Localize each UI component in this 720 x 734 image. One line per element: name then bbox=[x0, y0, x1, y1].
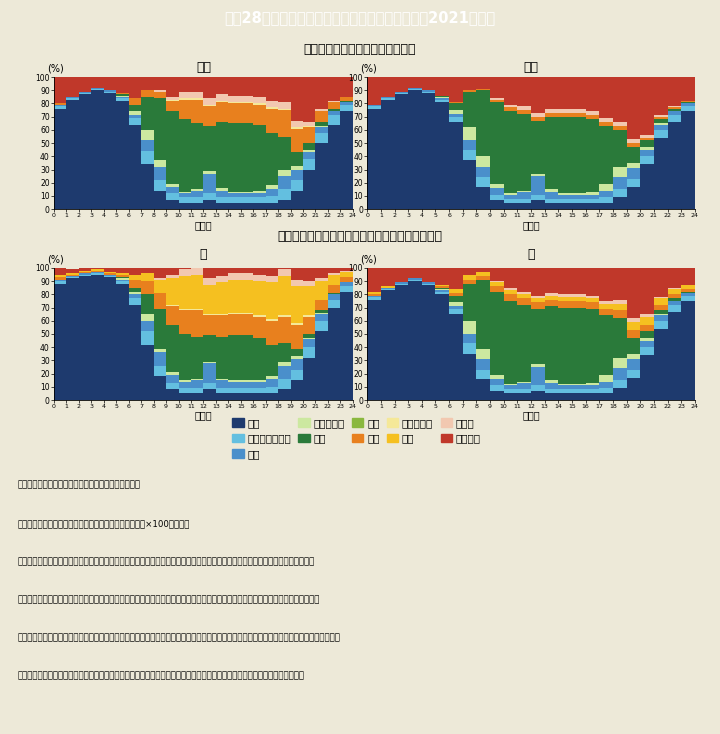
Text: 性格の強い活動（２次活動）以外の、各人が自由に使える時間における活動を指し、「移動（通勤・通学を除く）」、: 性格の強い活動（２次活動）以外の、各人が自由に使える時間における活動を指し、「移… bbox=[18, 595, 320, 604]
X-axis label: （時）: （時） bbox=[194, 219, 212, 230]
Text: 夫: 夫 bbox=[527, 248, 535, 261]
Text: 「テレビ・ラジオ・新聞・雑誌」、「休養・くつろぎ」、「学習・自己啓発・訓練（学業以外）」、「趣味・娯楽」、「スポー: 「テレビ・ラジオ・新聞・雑誌」、「休養・くつろぎ」、「学習・自己啓発・訓練（学業… bbox=[18, 633, 341, 642]
Text: 特－28図　時刻区分別行動者率（平日、令和３（2021）年）: 特－28図 時刻区分別行動者率（平日、令和３（2021）年） bbox=[225, 10, 495, 25]
Text: (%): (%) bbox=[360, 254, 377, 264]
Text: ３．「３次活動」とは、睡眠、食事など生理的に必要な活動（１次活動）、仕事、家事など社会生活を営む上で義務的な: ３．「３次活動」とは、睡眠、食事など生理的に必要な活動（１次活動）、仕事、家事な… bbox=[18, 557, 315, 566]
Text: ツ」、「ボランティア活動・社会参加活動」、「交際・付き合い」、「受診・療養」、「その他」が含まれる。: ツ」、「ボランティア活動・社会参加活動」、「交際・付き合い」、「受診・療養」、「… bbox=[18, 672, 305, 680]
Text: (%): (%) bbox=[360, 63, 377, 73]
Text: 男性: 男性 bbox=[523, 61, 539, 74]
Legend: 睡眠, 身の回りの用事, 食事, 通勤・通学, 仕事, 学業, 家事, 介護・看護, 育児, 買い物, ３次活動: 睡眠, 身の回りの用事, 食事, 通勤・通学, 仕事, 学業, 家事, 介護・看… bbox=[228, 414, 485, 463]
X-axis label: （時）: （時） bbox=[522, 410, 540, 421]
Text: （備考）１．総務省「社会生活基本調査」より作成。: （備考）１．総務省「社会生活基本調査」より作成。 bbox=[18, 481, 141, 490]
X-axis label: （時）: （時） bbox=[194, 410, 212, 421]
X-axis label: （時）: （時） bbox=[522, 219, 540, 230]
Text: (%): (%) bbox=[47, 63, 63, 73]
Text: ＜末子の年齢が６歳未満の共働き夫婦の妻と夫＞: ＜末子の年齢が６歳未満の共働き夫婦の妻と夫＞ bbox=[277, 230, 443, 243]
Text: (%): (%) bbox=[47, 254, 63, 264]
Text: 女性: 女性 bbox=[196, 61, 211, 74]
Text: ２．「行動者率」は、行動者数／属性別の人口×100（％）。: ２．「行動者率」は、行動者数／属性別の人口×100（％）。 bbox=[18, 519, 190, 528]
Text: ＜単独世帯の世帯主（有業者）＞: ＜単独世帯の世帯主（有業者）＞ bbox=[304, 43, 416, 57]
Text: 妻: 妻 bbox=[199, 248, 207, 261]
